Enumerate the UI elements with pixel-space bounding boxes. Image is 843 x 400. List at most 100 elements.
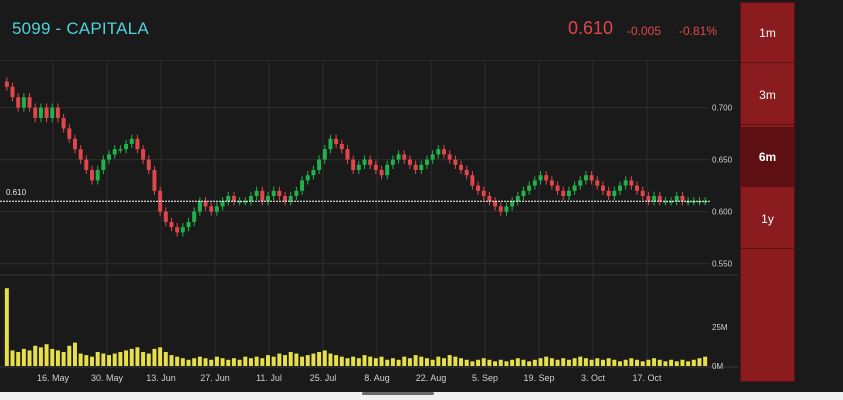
volume-bar bbox=[453, 356, 458, 366]
candle-down bbox=[373, 164, 378, 170]
volume-bar bbox=[572, 358, 577, 366]
volume-bar bbox=[305, 355, 310, 366]
volume-bar bbox=[470, 361, 475, 366]
volume-bar bbox=[277, 353, 282, 366]
volume-bar bbox=[288, 352, 293, 366]
candle-down bbox=[470, 175, 475, 186]
candle-down bbox=[407, 159, 412, 165]
volume-bar bbox=[390, 358, 395, 366]
candle-up bbox=[424, 159, 429, 165]
candle-up bbox=[243, 201, 248, 203]
candle-down bbox=[141, 149, 146, 160]
candle-up bbox=[623, 180, 628, 186]
volume-bar bbox=[669, 359, 674, 366]
candle-down bbox=[549, 180, 554, 186]
volume-bar bbox=[606, 358, 611, 366]
x-tick-label: 11. Jul bbox=[256, 373, 282, 383]
volume-bar bbox=[549, 358, 554, 366]
candle-up bbox=[237, 201, 242, 203]
candle-up bbox=[527, 185, 532, 191]
volume-bar bbox=[101, 353, 106, 366]
candle-up bbox=[186, 222, 191, 228]
volume-bar bbox=[356, 358, 361, 366]
candle-down bbox=[146, 159, 151, 170]
candle-down bbox=[72, 138, 77, 150]
volume-bar bbox=[10, 350, 15, 366]
candle-down bbox=[209, 206, 214, 212]
candle-down bbox=[78, 149, 83, 160]
candle-down bbox=[152, 170, 157, 191]
candle-up bbox=[254, 190, 259, 196]
volume-bar bbox=[345, 358, 350, 366]
x-tick-label: 25. Jul bbox=[310, 373, 337, 383]
candle-down bbox=[16, 97, 21, 108]
volume-bar bbox=[612, 359, 617, 366]
candle-up bbox=[618, 185, 622, 191]
quote-header: 5099 - CAPITALA 0.610 -0.005 -0.81% bbox=[0, 0, 738, 60]
candle-down bbox=[90, 170, 94, 181]
range-6m-button[interactable]: 6m bbox=[741, 127, 794, 187]
volume-bar bbox=[271, 356, 276, 366]
candle-down bbox=[476, 185, 481, 191]
volume-bar bbox=[589, 359, 594, 366]
volume-bar bbox=[498, 359, 503, 366]
home-indicator[interactable] bbox=[362, 392, 434, 395]
volume-bar bbox=[163, 352, 168, 366]
candlestick-chart[interactable]: 16. May 30. May 13. Jun 27. Jun 11. Jul 25. J… bbox=[0, 60, 738, 385]
candle-up bbox=[107, 154, 112, 160]
candle-down bbox=[561, 190, 566, 196]
volume-bar bbox=[646, 359, 651, 366]
candle-up bbox=[538, 175, 543, 181]
volume-bar bbox=[583, 358, 588, 366]
candle-down bbox=[379, 170, 384, 176]
volume-bar bbox=[175, 356, 180, 366]
candle-down bbox=[453, 159, 458, 165]
volume-bar bbox=[686, 361, 691, 366]
x-tick-label: 17. Oct bbox=[632, 373, 662, 383]
candle-up bbox=[566, 190, 571, 196]
volume-bar bbox=[55, 350, 60, 366]
x-tick-label: 5. Sep bbox=[472, 373, 498, 383]
candle-down bbox=[334, 138, 339, 144]
volume-bar bbox=[90, 356, 94, 366]
volume-bar bbox=[396, 359, 401, 366]
candle-down bbox=[55, 107, 60, 118]
volume-bar bbox=[555, 359, 560, 366]
x-tick-label: 3. Oct bbox=[581, 373, 606, 383]
candle-up bbox=[663, 201, 668, 203]
volume-bar bbox=[124, 350, 129, 366]
volume-bar bbox=[464, 359, 469, 366]
volume-bar bbox=[266, 355, 270, 366]
range-selector: 1m 3m 6m 1y bbox=[740, 2, 795, 382]
candle-up bbox=[322, 149, 327, 160]
volume-bar bbox=[703, 356, 708, 366]
volume-bar bbox=[61, 352, 66, 366]
candle-up bbox=[674, 196, 679, 202]
volume-bar bbox=[339, 356, 344, 366]
volume-bar bbox=[481, 358, 486, 366]
candle-up bbox=[294, 190, 299, 196]
candle-down bbox=[175, 227, 180, 233]
volume-bar bbox=[515, 358, 520, 366]
candle-up bbox=[356, 164, 361, 170]
candle-up bbox=[226, 196, 231, 202]
volume-bar bbox=[226, 359, 231, 366]
range-1m-button[interactable]: 1m bbox=[741, 3, 794, 63]
x-tick-label: 8. Aug bbox=[364, 373, 390, 383]
range-1y-button[interactable]: 1y bbox=[741, 189, 794, 249]
candle-up bbox=[305, 175, 310, 181]
candle-down bbox=[345, 149, 350, 160]
candle-down bbox=[487, 196, 492, 202]
candle-up bbox=[572, 185, 577, 191]
x-tick-label: 13. Jun bbox=[146, 373, 176, 383]
candle-up bbox=[50, 107, 55, 118]
volume-bar bbox=[657, 359, 662, 366]
candle-down bbox=[283, 196, 288, 202]
range-3m-button[interactable]: 3m bbox=[741, 65, 794, 125]
volume-bar bbox=[33, 345, 38, 366]
volume-bar bbox=[538, 358, 543, 366]
candle-down bbox=[44, 107, 49, 118]
volume-bar bbox=[158, 347, 163, 366]
volume-bar bbox=[447, 355, 452, 366]
candle-up bbox=[686, 201, 691, 203]
